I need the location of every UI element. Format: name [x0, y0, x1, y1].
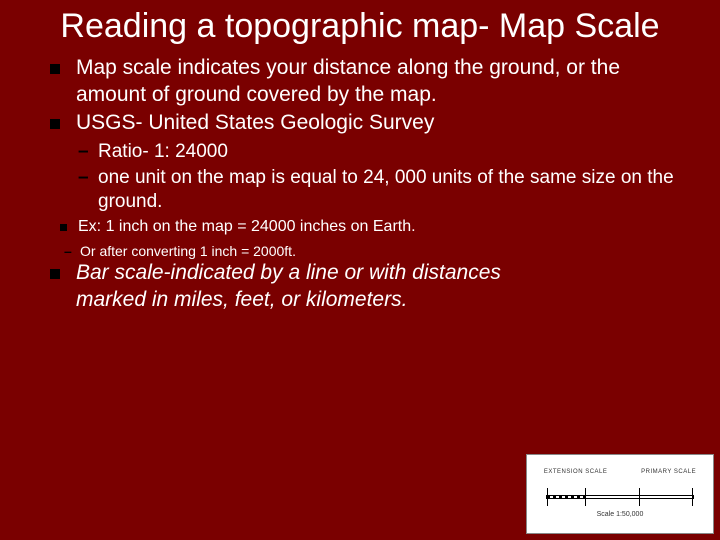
- scale-bar: [527, 481, 713, 499]
- scale-labels: EXTENSION SCALE PRIMARY SCALE: [527, 455, 713, 475]
- bullet-item: one unit on the map is equal to 24, 000 …: [78, 166, 690, 214]
- extension-scale-label: EXTENSION SCALE: [544, 469, 608, 475]
- primary-scale-label: PRIMARY SCALE: [641, 469, 696, 475]
- bullet-list-level2: Ratio- 1: 24000 one unit on the map is e…: [30, 140, 690, 213]
- bullet-item: Ex: 1 inch on the map = 24000 inches on …: [60, 217, 690, 238]
- bar-scale-figure: EXTENSION SCALE PRIMARY SCALE Scale 1:50…: [526, 454, 714, 534]
- bullet-item: Or after converting 1 inch = 2000ft.: [64, 242, 690, 260]
- bullet-item: Ratio- 1: 24000: [78, 140, 690, 164]
- slide-title: Reading a topographic map- Map Scale: [30, 8, 690, 45]
- bullet-list-level1-b: Bar scale-indicated by a line or with di…: [30, 260, 690, 313]
- primary-bar: [584, 495, 694, 499]
- bullet-list-level4: Or after converting 1 inch = 2000ft.: [30, 242, 690, 260]
- extension-bar: [546, 495, 584, 499]
- bullet-item: Map scale indicates your distance along …: [50, 55, 690, 108]
- bullet-item: USGS- United States Geologic Survey: [50, 110, 690, 136]
- bullet-item-italic: Bar scale-indicated by a line or with di…: [50, 260, 530, 313]
- scale-ratio-text: Scale 1:50,000: [527, 511, 713, 518]
- bullet-list-level1: Map scale indicates your distance along …: [30, 55, 690, 136]
- bullet-list-level3: Ex: 1 inch on the map = 24000 inches on …: [30, 217, 690, 238]
